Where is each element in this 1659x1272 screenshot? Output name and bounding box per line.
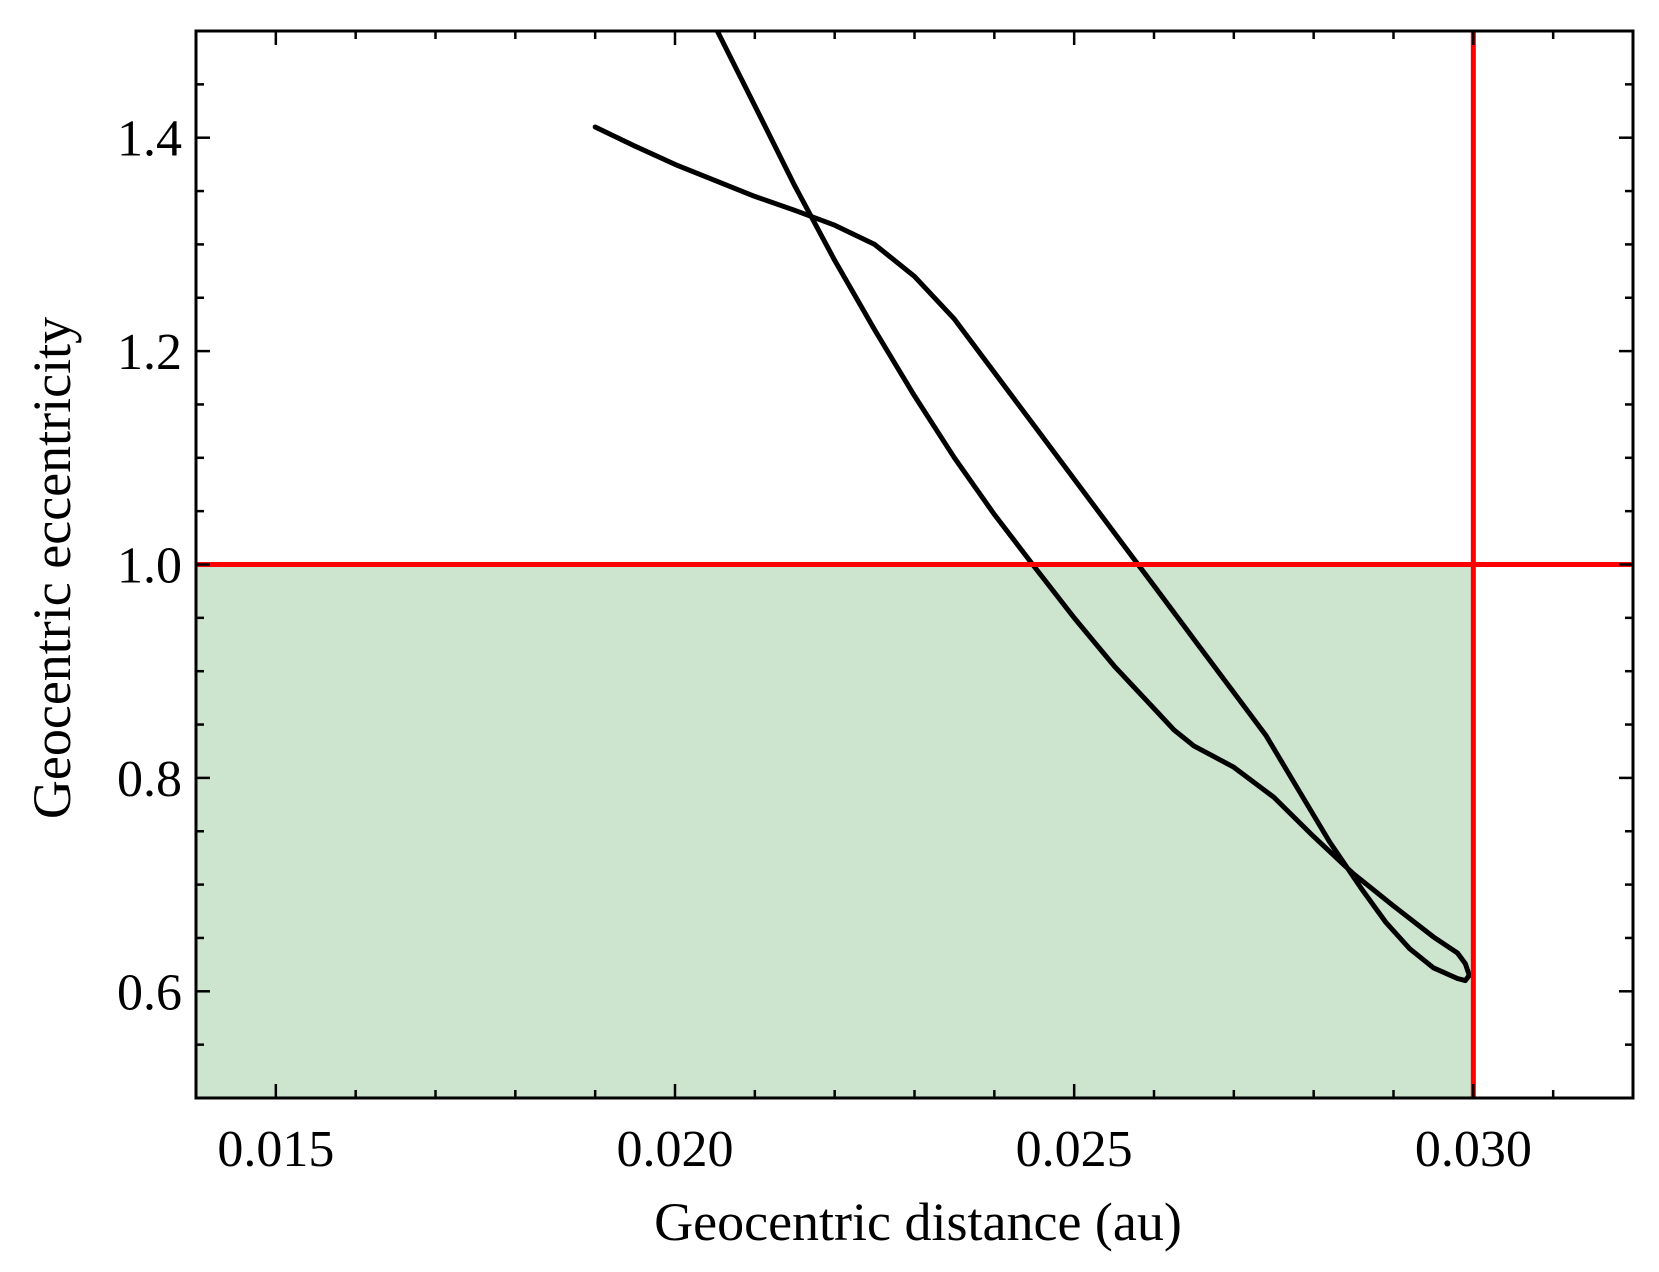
y-tick-label: 0.6	[117, 964, 182, 1021]
x-tick-label: 0.025	[1016, 1121, 1133, 1178]
y-tick-label: 1.2	[117, 324, 182, 381]
bound-region	[196, 564, 1474, 1098]
y-tick-label: 1.0	[117, 538, 182, 595]
chart-plot-layer	[196, 31, 1633, 1098]
series-line-1	[592, 31, 1472, 984]
x-tick-label: 0.030	[1415, 1121, 1532, 1178]
chart-axes-layer: 0.015 0.020 0.025 0.030 0.6 0.8 1.0 1.2 1.4	[117, 29, 1635, 1178]
x-tick-label: 0.020	[617, 1121, 734, 1178]
y-tick-label: 1.4	[117, 111, 182, 168]
x-tick-label: 0.015	[217, 1121, 334, 1178]
y-axis-label: Geocentric eccentricity	[22, 317, 82, 819]
x-axis-label: Geocentric distance (au)	[654, 1192, 1182, 1252]
y-tick-label: 0.8	[117, 751, 182, 808]
